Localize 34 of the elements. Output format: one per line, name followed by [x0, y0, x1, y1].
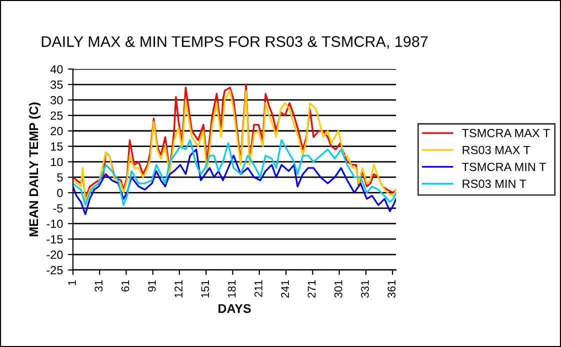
y-tick-label: 5 — [57, 173, 63, 182]
legend-label: TSMCRA MAX T — [462, 128, 550, 138]
y-tick-label: 30 — [50, 96, 63, 104]
legend-label: RS03 MAX T — [462, 146, 530, 154]
y-axis-title: MEAN DAILY TEMP (C) — [28, 102, 41, 236]
x-axis-title: DAYS — [218, 304, 251, 313]
y-tick-label: 20 — [50, 126, 63, 136]
y-tick-label: 10 — [50, 158, 63, 166]
y-tick-label: -5 — [53, 204, 63, 213]
x-tick-label: 241 — [281, 280, 289, 298]
x-tick-label: 181 — [228, 280, 236, 298]
x-tick-label: 151 — [201, 280, 210, 298]
y-tick-label: 15 — [50, 142, 63, 151]
x-tick-label: 271 — [308, 280, 316, 298]
x-tick-label: 211 — [254, 280, 262, 297]
legend-label: RS03 MIN T — [462, 180, 526, 188]
y-tick-label: 40 — [50, 65, 63, 74]
x-tick-label: 301 — [334, 280, 342, 298]
legend-label: TSMCRA MIN T — [462, 162, 546, 172]
y-tick-label: -15 — [46, 235, 63, 244]
x-tick-label: 1 — [68, 280, 76, 286]
chart-title: DAILY MAX & MIN TEMPS FOR RS03 & TSMCRA, 1987 — [42, 36, 428, 49]
y-tick-label: 0 — [57, 188, 63, 198]
x-tick-label: 121 — [174, 280, 182, 298]
y-tick-label: -20 — [46, 250, 63, 259]
y-tick-label: -25 — [46, 266, 63, 274]
y-tick-label: 35 — [50, 80, 63, 89]
x-tick-label: 31 — [94, 280, 103, 292]
y-tick-label: 25 — [50, 111, 63, 120]
x-tick-label: 361 — [388, 280, 396, 298]
x-tick-label: 61 — [121, 280, 130, 292]
x-tick-label: 331 — [361, 280, 369, 298]
x-tick-label: 91 — [148, 280, 156, 292]
y-tick-label: -10 — [46, 220, 63, 228]
